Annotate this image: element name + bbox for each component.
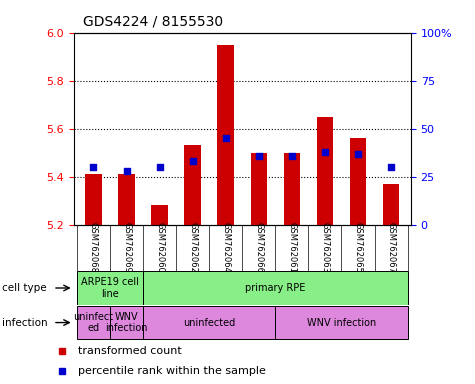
Point [90, 164, 97, 170]
Bar [77, 306, 110, 339]
Bar [143, 306, 276, 339]
Point [255, 152, 263, 159]
Text: percentile rank within the sample: percentile rank within the sample [78, 366, 266, 376]
Text: GSM762060: GSM762060 [155, 222, 164, 273]
Bar [350, 138, 366, 225]
Bar [284, 153, 300, 225]
Point [222, 135, 229, 141]
Text: GSM762066: GSM762066 [254, 222, 263, 273]
Text: WNV
infection: WNV infection [105, 312, 148, 333]
Point [321, 149, 329, 155]
Text: uninfect
ed: uninfect ed [74, 312, 114, 333]
Text: GSM762065: GSM762065 [353, 222, 362, 273]
Bar [110, 306, 143, 339]
Point [156, 164, 163, 170]
Bar [218, 45, 234, 225]
Bar [143, 271, 408, 305]
Text: WNV infection: WNV infection [307, 318, 376, 328]
Bar [118, 174, 135, 225]
Bar [383, 184, 399, 225]
Text: ARPE19 cell
line: ARPE19 cell line [81, 277, 139, 299]
Bar [85, 174, 102, 225]
Text: GDS4224 / 8155530: GDS4224 / 8155530 [83, 15, 223, 29]
Text: GSM762062: GSM762062 [188, 222, 197, 273]
Bar [250, 153, 267, 225]
Text: cell type: cell type [2, 283, 47, 293]
Text: GSM762068: GSM762068 [89, 222, 98, 273]
Point [354, 151, 362, 157]
Point [189, 158, 197, 164]
Point [123, 168, 130, 174]
Bar [77, 271, 143, 305]
Text: infection: infection [2, 318, 48, 328]
Text: GSM762064: GSM762064 [221, 222, 230, 273]
Point [288, 152, 295, 159]
Text: uninfected: uninfected [183, 318, 235, 328]
Bar [317, 117, 333, 225]
Text: primary RPE: primary RPE [245, 283, 305, 293]
Text: GSM762063: GSM762063 [321, 222, 329, 273]
Text: GSM762061: GSM762061 [287, 222, 296, 273]
Text: GSM762069: GSM762069 [122, 222, 131, 273]
Text: transformed count: transformed count [78, 346, 182, 356]
Bar [184, 146, 201, 225]
Point [387, 164, 395, 170]
Bar [152, 205, 168, 225]
Bar [276, 306, 408, 339]
Text: GSM762067: GSM762067 [387, 222, 396, 273]
